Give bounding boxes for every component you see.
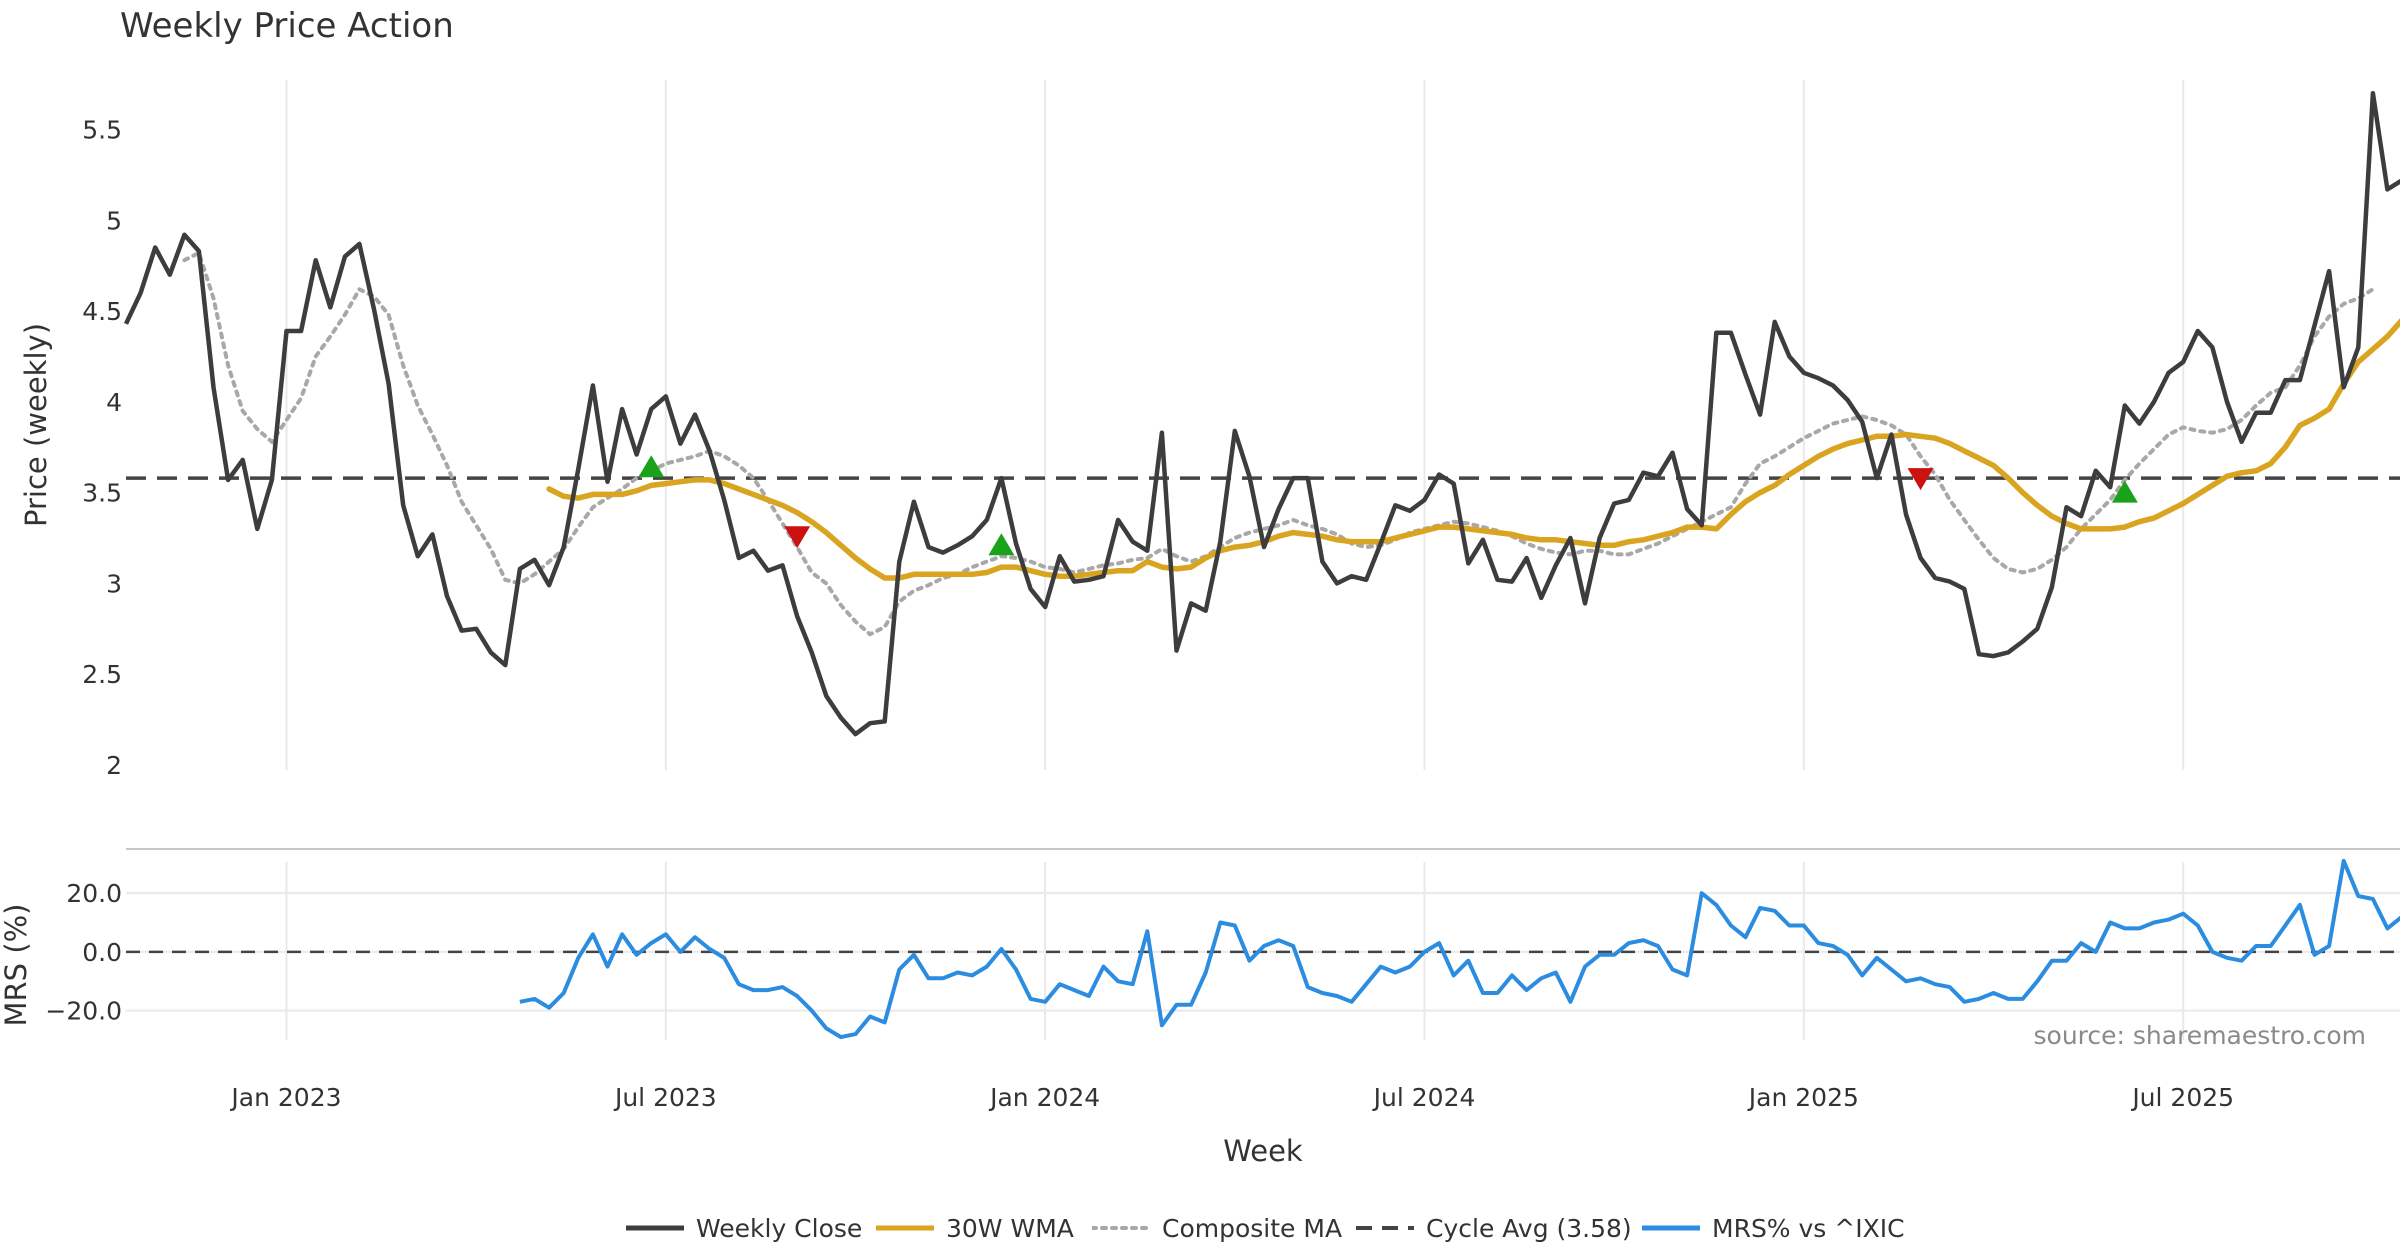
x-tick-label: Jul 2025 (2130, 1083, 2234, 1112)
x-tick-label: Jul 2024 (1372, 1083, 1476, 1112)
price-y-tick-label: 3 (106, 569, 122, 598)
price-y-tick-label: 4.5 (82, 297, 122, 326)
legend-label-mrs: MRS% vs ^IXIC (1712, 1213, 1905, 1243)
marker-layer (638, 455, 2138, 556)
price-axis-label: Price (weekly) (19, 323, 53, 527)
price-y-ticks: 2 2.5 3 3.5 4 4.5 5 5.5 (82, 115, 122, 780)
source-label: source: sharemaestro.com (2034, 1021, 2367, 1050)
mrs-y-tick-label: 0.0 (82, 938, 122, 967)
weekly-close-line (123, 90, 2400, 737)
mrs-y-tick-label: −20.0 (45, 997, 122, 1026)
x-tick-label: Jul 2023 (613, 1083, 717, 1112)
mrs-y-tick-label: 20.0 (66, 879, 122, 908)
legend-item-composite-ma: Composite MA (1092, 1208, 1342, 1248)
legend-item-wma: 30W WMA (876, 1208, 1074, 1248)
sell-signal-marker (1907, 468, 1934, 491)
legend: Weekly Close 30W WMA Composite MA Cycle … (0, 1208, 1940, 1248)
sell-signal-marker (784, 526, 811, 549)
legend-swatch-composite-ma (1092, 1226, 1150, 1230)
price-y-tick-label: 4 (106, 388, 122, 417)
legend-swatch-cycle-avg (1356, 1226, 1414, 1230)
x-tick-label: Jan 2023 (229, 1083, 341, 1112)
legend-label-composite-ma: Composite MA (1162, 1213, 1343, 1243)
price-y-tick-label: 3.5 (82, 479, 122, 508)
price-y-tick-label: 5.5 (82, 115, 122, 144)
legend-label-wma: 30W WMA (946, 1213, 1074, 1243)
x-ticks: Jan 2023 Jul 2023 Jan 2024 Jul 2024 Jan 2025… (229, 1083, 2234, 1112)
reference-lines (126, 476, 2400, 954)
wma-line (546, 318, 2400, 581)
legend-swatch-wma (876, 1225, 934, 1231)
mrs-axis-label: MRS (%) (0, 904, 33, 1027)
price-y-tick-label: 2 (106, 751, 122, 780)
chart-svg: 2 2.5 3 3.5 4 4.5 5 5.5 20.0 0.0 −20.0 Jan 2023 Ju… (0, 80, 2400, 1168)
legend-swatch-mrs (1642, 1225, 1700, 1231)
buy-signal-marker (988, 533, 1015, 556)
price-y-tick-label: 2.5 (82, 660, 122, 689)
x-tick-label: Jan 2024 (988, 1083, 1100, 1112)
legend-label-weekly-close: Weekly Close (696, 1213, 863, 1243)
composite-ma-line (182, 250, 2375, 637)
legend-item-weekly-close: Weekly Close (626, 1208, 862, 1248)
legend-swatch-weekly-close (626, 1225, 684, 1231)
buy-signal-marker (638, 455, 665, 478)
x-tick-label: Jan 2025 (1747, 1083, 1859, 1112)
price-y-tick-label: 5 (106, 206, 122, 235)
mrs-line (519, 858, 2400, 1040)
legend-item-mrs: MRS% vs ^IXIC (1642, 1208, 1905, 1248)
x-axis-label: Week (1223, 1134, 1303, 1168)
buy-signal-marker (2111, 480, 2138, 503)
legend-item-cycle-avg: Cycle Avg (3.58) (1356, 1208, 1632, 1248)
chart-title: Weekly Price Action (120, 6, 454, 46)
series-layer (123, 90, 2400, 1040)
mrs-y-ticks: 20.0 0.0 −20.0 (45, 879, 122, 1025)
legend-label-cycle-avg: Cycle Avg (3.58) (1426, 1213, 1632, 1243)
